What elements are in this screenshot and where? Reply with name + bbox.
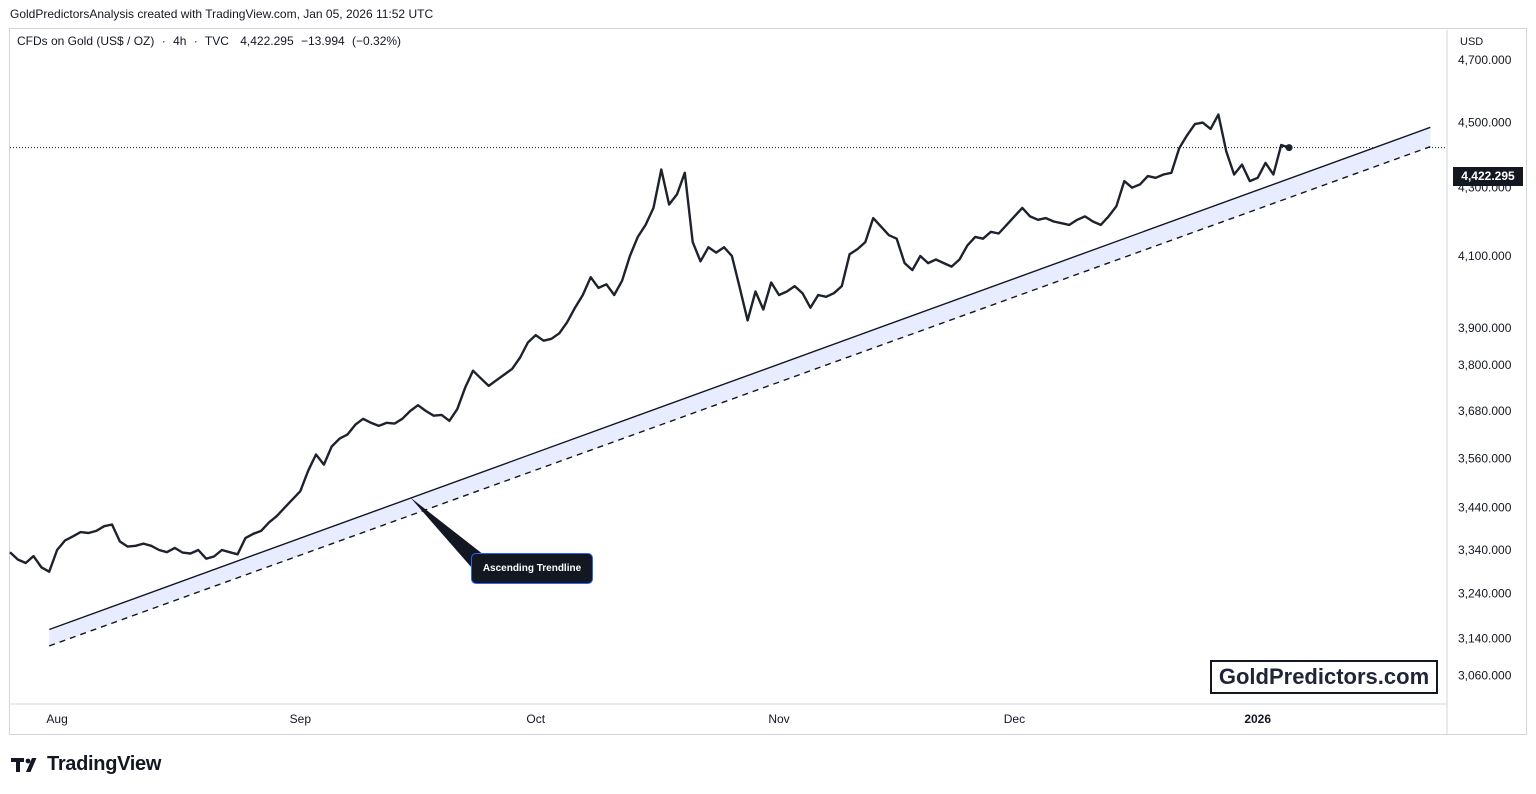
tradingview-logo[interactable]: TradingView	[11, 753, 161, 776]
price-layer	[9, 113, 1293, 573]
y-tick-label: 3,680.000	[1458, 404, 1512, 418]
x-tick-label: Sep	[290, 712, 312, 726]
trendline-solid[interactable]	[48, 126, 1431, 631]
y-tick-label: 3,560.000	[1458, 452, 1512, 466]
watermark-logo: GoldPredictors.com	[1210, 660, 1438, 694]
last-price-marker	[1285, 144, 1293, 152]
trendline-callout[interactable]: Ascending Trendline	[471, 553, 593, 584]
x-tick-label: 2026	[1244, 712, 1271, 726]
x-tick-label: Dec	[1004, 712, 1025, 726]
y-tick-label: 3,340.000	[1458, 543, 1512, 557]
y-tick-label: 3,440.000	[1458, 501, 1512, 515]
tradingview-logo-icon	[11, 757, 37, 772]
symbol-name[interactable]: CFDs on Gold (US$ / OZ)	[17, 34, 155, 48]
symbol-interval[interactable]: 4h	[173, 34, 187, 48]
trendline-layer[interactable]	[48, 126, 1431, 647]
axis-layer: 4,700.0004,500.0004,300.0004,100.0003,90…	[10, 30, 1512, 735]
price-change-percent: (−0.32%)	[352, 34, 402, 48]
y-tick-label: 3,800.000	[1458, 358, 1512, 372]
x-tick-label: Aug	[46, 712, 67, 726]
y-tick-label: 4,100.000	[1458, 249, 1512, 263]
callout-pointer	[410, 497, 484, 568]
price-series-line	[9, 113, 1290, 573]
trendline-dashed[interactable]	[48, 145, 1431, 647]
y-tick-label: 3,900.000	[1458, 321, 1512, 335]
header-credit: GoldPredictorsAnalysis created with Trad…	[10, 7, 434, 21]
annotation-layer	[410, 497, 484, 568]
current-price-badge: 4,422.295	[1453, 167, 1523, 186]
x-tick-label: Nov	[768, 712, 789, 726]
price-change: −13.994	[300, 34, 345, 48]
chart-frame	[9, 28, 1527, 735]
currency-button[interactable]: USD	[1460, 36, 1484, 48]
symbol-legend: CFDs on Gold (US$ / OZ) · 4h · TVC 4,422…	[17, 34, 405, 48]
x-tick-label: Oct	[526, 712, 545, 726]
y-tick-label: 3,060.000	[1458, 669, 1512, 683]
tradingview-logo-text: TradingView	[47, 753, 162, 775]
separator: ·	[193, 34, 198, 48]
y-tick-label: 3,140.000	[1458, 632, 1512, 646]
last-price: 4,422.295	[240, 34, 294, 48]
y-tick-label: 4,500.000	[1458, 116, 1512, 130]
symbol-exchange: TVC	[204, 34, 229, 48]
y-tick-label: 3,240.000	[1458, 587, 1512, 601]
y-tick-label: 4,700.000	[1458, 53, 1512, 67]
trendline-band[interactable]	[49, 127, 1431, 646]
separator: ·	[161, 34, 166, 48]
